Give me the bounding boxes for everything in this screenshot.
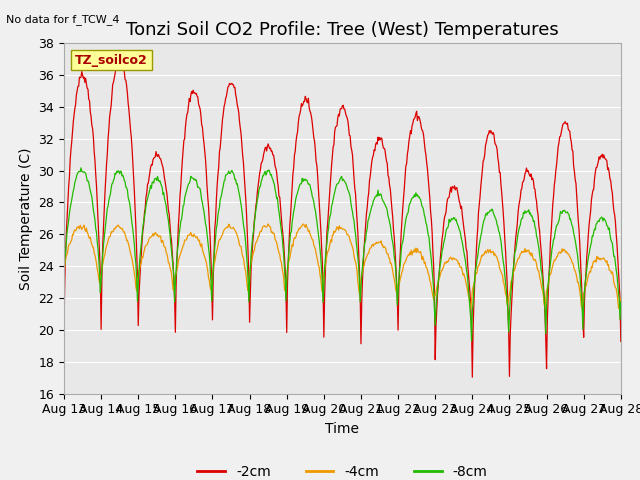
Legend: -2cm, -4cm, -8cm: -2cm, -4cm, -8cm bbox=[191, 460, 493, 480]
Text: No data for f_TCW_4: No data for f_TCW_4 bbox=[6, 14, 120, 25]
Y-axis label: Soil Temperature (C): Soil Temperature (C) bbox=[19, 147, 33, 289]
Title: Tonzi Soil CO2 Profile: Tree (West) Temperatures: Tonzi Soil CO2 Profile: Tree (West) Temp… bbox=[126, 21, 559, 39]
X-axis label: Time: Time bbox=[325, 422, 360, 436]
Text: TZ_soilco2: TZ_soilco2 bbox=[75, 54, 148, 67]
